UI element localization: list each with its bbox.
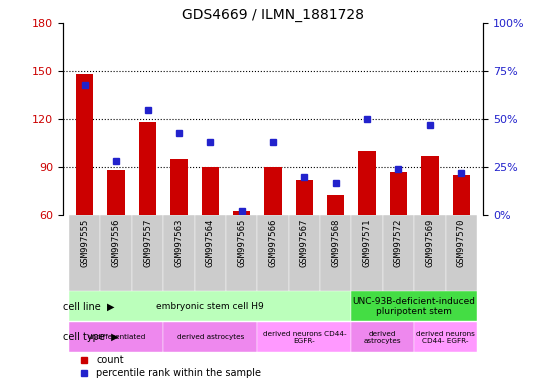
Bar <box>201 167 219 215</box>
Text: GSM997568: GSM997568 <box>331 219 340 268</box>
Text: GSM997564: GSM997564 <box>206 219 215 268</box>
Bar <box>163 323 257 352</box>
Text: GSM997569: GSM997569 <box>425 219 435 268</box>
Bar <box>76 74 93 215</box>
Bar <box>257 215 289 291</box>
Text: GSM997556: GSM997556 <box>111 219 121 268</box>
Bar <box>414 323 477 352</box>
Text: cell line  ▶: cell line ▶ <box>63 301 115 311</box>
Text: GSM997572: GSM997572 <box>394 219 403 268</box>
Bar <box>163 215 194 291</box>
Bar <box>352 323 414 352</box>
Bar <box>226 215 257 291</box>
Text: UNC-93B-deficient-induced
pluripotent stem: UNC-93B-deficient-induced pluripotent st… <box>353 296 476 316</box>
Bar <box>383 215 414 291</box>
Text: derived neurons
CD44- EGFR-: derived neurons CD44- EGFR- <box>416 331 475 344</box>
Bar <box>108 170 124 215</box>
Text: percentile rank within the sample: percentile rank within the sample <box>97 368 262 378</box>
Text: cell type  ▶: cell type ▶ <box>63 332 118 342</box>
Bar <box>69 323 163 352</box>
Bar <box>289 215 320 291</box>
Text: GSM997557: GSM997557 <box>143 219 152 268</box>
Bar <box>352 291 477 321</box>
Bar <box>320 215 352 291</box>
Bar <box>132 215 163 291</box>
Bar <box>446 215 477 291</box>
Text: embryonic stem cell H9: embryonic stem cell H9 <box>156 302 264 311</box>
Text: GSM997571: GSM997571 <box>363 219 372 268</box>
Bar <box>264 167 282 215</box>
Title: GDS4669 / ILMN_1881728: GDS4669 / ILMN_1881728 <box>182 8 364 22</box>
Text: derived astrocytes: derived astrocytes <box>176 334 244 340</box>
Text: count: count <box>97 354 124 364</box>
Bar <box>422 156 438 215</box>
Bar <box>139 122 156 215</box>
Text: derived neurons CD44-
EGFR-: derived neurons CD44- EGFR- <box>263 331 346 344</box>
Bar <box>352 215 383 291</box>
Bar <box>69 215 100 291</box>
Bar <box>296 180 313 215</box>
Bar <box>327 195 345 215</box>
Text: GSM997570: GSM997570 <box>457 219 466 268</box>
Bar <box>257 323 352 352</box>
Text: derived
astrocytes: derived astrocytes <box>364 331 402 344</box>
Bar <box>414 215 446 291</box>
Text: GSM997565: GSM997565 <box>237 219 246 268</box>
Text: GSM997563: GSM997563 <box>174 219 183 268</box>
Bar <box>233 210 250 215</box>
Bar <box>359 151 376 215</box>
Bar <box>69 291 352 321</box>
Text: GSM997566: GSM997566 <box>269 219 277 268</box>
Text: undifferentiated: undifferentiated <box>87 334 145 340</box>
Bar <box>170 159 187 215</box>
Bar <box>100 215 132 291</box>
Bar <box>390 172 407 215</box>
Text: GSM997555: GSM997555 <box>80 219 89 268</box>
Text: GSM997567: GSM997567 <box>300 219 309 268</box>
Bar <box>453 175 470 215</box>
Bar <box>194 215 226 291</box>
